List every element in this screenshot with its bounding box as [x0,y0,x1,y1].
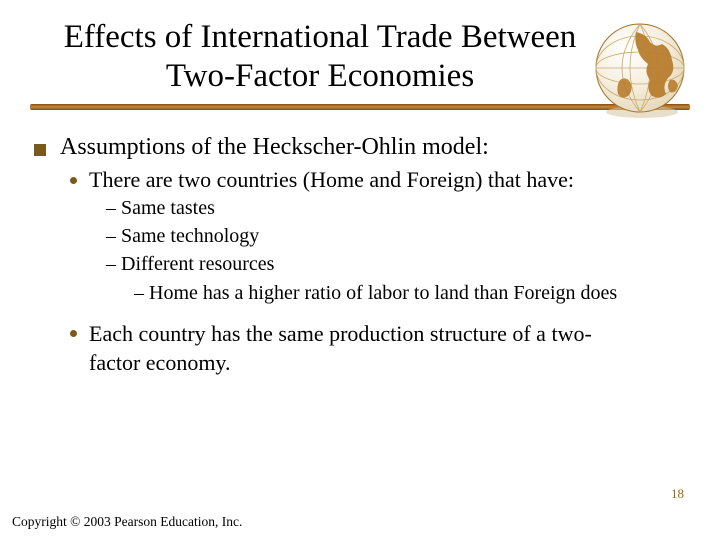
content-area: Assumptions of the Heckscher-Ohlin model… [30,134,690,377]
bullet-level4: – Home has a higher ratio of labor to la… [134,281,690,307]
bullet-level3: – Different resources [106,251,690,277]
lvl1-text: Assumptions of the Heckscher-Ohlin model… [60,134,489,161]
dot-bullet-icon [70,330,77,337]
globe-icon [590,20,690,120]
bullet-level2: Each country has the same production str… [70,320,690,376]
lvl2b-text: Each country has the same production str… [89,320,630,376]
copyright-text: Copyright © 2003 Pearson Education, Inc. [12,514,242,530]
bullet-level2: There are two countries (Home and Foreig… [70,167,690,193]
bullet-level3: – Same tastes [106,195,690,221]
page-number: 18 [671,486,684,502]
lvl2a-text: There are two countries (Home and Foreig… [89,167,574,193]
bullet-level3: – Same technology [106,223,690,249]
dot-bullet-icon [70,177,77,184]
slide-container: Effects of International Trade Between T… [0,0,720,540]
title-area: Effects of International Trade Between T… [30,18,690,110]
square-bullet-icon [34,144,46,156]
bullet-level1: Assumptions of the Heckscher-Ohlin model… [34,134,690,161]
